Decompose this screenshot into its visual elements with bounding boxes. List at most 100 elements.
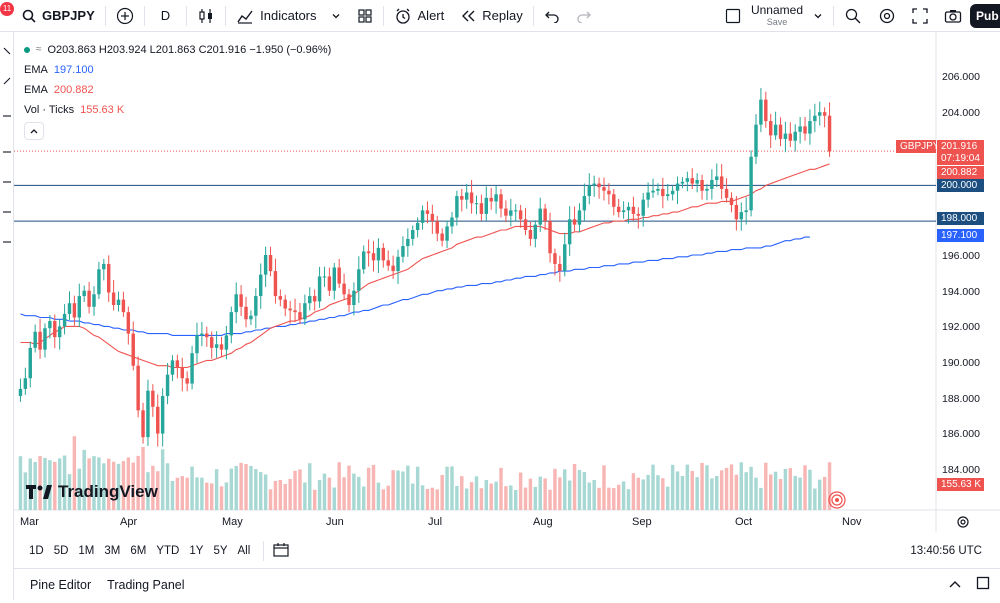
range-button-6m[interactable]: 6M bbox=[130, 545, 147, 557]
divider bbox=[382, 5, 384, 26]
time-tick-label: Jun bbox=[326, 516, 344, 528]
range-button-all[interactable]: All bbox=[237, 545, 251, 557]
candle-body bbox=[715, 176, 719, 180]
volume-bar bbox=[690, 471, 694, 510]
divider bbox=[143, 5, 145, 26]
indicators-button[interactable]: Indicators bbox=[228, 0, 348, 32]
range-button-5d[interactable]: 5D bbox=[53, 545, 69, 557]
trading-panel-tab[interactable]: Trading Panel bbox=[107, 577, 185, 592]
collapse-panel-button[interactable] bbox=[938, 578, 972, 592]
volume-bar bbox=[680, 476, 685, 510]
quick-search-button[interactable] bbox=[836, 0, 870, 32]
volume-bar bbox=[401, 471, 405, 510]
volume-bar bbox=[607, 487, 611, 510]
volume-bar bbox=[626, 489, 631, 510]
ema-slow-row[interactable]: EMA 197.100 bbox=[24, 60, 331, 80]
chevron-down-icon[interactable] bbox=[813, 11, 823, 21]
undo-button[interactable] bbox=[536, 0, 568, 32]
range-button-1m[interactable]: 1M bbox=[78, 545, 95, 557]
candle-body bbox=[587, 185, 591, 197]
replay-button[interactable]: Replay bbox=[452, 0, 530, 32]
alert-label: Alert bbox=[417, 8, 445, 23]
volume-bar bbox=[312, 489, 317, 510]
notification-badge[interactable]: 11 bbox=[0, 2, 14, 16]
indicators-label: Indicators bbox=[260, 8, 317, 23]
templates-button[interactable] bbox=[349, 0, 381, 32]
redo-button[interactable] bbox=[568, 0, 600, 32]
pine-editor-tab[interactable]: Pine Editor bbox=[30, 577, 92, 592]
ema-fast-row[interactable]: EMA 200.882 bbox=[24, 80, 331, 100]
snapshot-button[interactable] bbox=[936, 0, 970, 32]
candle-body bbox=[420, 210, 425, 223]
range-button-3m[interactable]: 3M bbox=[104, 545, 121, 557]
volume-bar bbox=[371, 464, 376, 510]
candle-body bbox=[739, 212, 743, 220]
volume-bar bbox=[528, 478, 533, 510]
volume-bar bbox=[719, 470, 724, 510]
gear-icon bbox=[957, 516, 969, 528]
candle-body bbox=[616, 206, 621, 213]
volume-bar bbox=[597, 487, 601, 510]
candle-body bbox=[381, 247, 386, 261]
symbol-search-button[interactable]: GBPJPY bbox=[14, 0, 103, 32]
volume-row[interactable]: Vol · Ticks 155.63 K bbox=[24, 100, 331, 120]
candle-body bbox=[371, 253, 376, 261]
layout-name: Unnamed bbox=[750, 2, 803, 17]
ema-slow-value: 197.100 bbox=[53, 64, 94, 76]
volume-bar bbox=[195, 477, 199, 510]
candle-body bbox=[391, 265, 395, 272]
candle-body bbox=[23, 378, 28, 389]
volume-bar bbox=[813, 488, 817, 510]
clock[interactable]: 13:40:56 UTC bbox=[910, 545, 982, 557]
save-label[interactable]: Save bbox=[766, 16, 788, 27]
candle-body bbox=[504, 208, 508, 216]
range-button-1y[interactable]: 1Y bbox=[189, 545, 204, 557]
watermark-text: TradingView bbox=[58, 482, 158, 501]
range-button-ytd[interactable]: YTD bbox=[156, 545, 180, 557]
magnifier-settings-icon bbox=[844, 7, 862, 25]
volume-bar bbox=[572, 463, 577, 510]
volume-bar bbox=[396, 470, 400, 510]
tradingview-watermark[interactable]: TradingView bbox=[26, 482, 158, 502]
volume-bar bbox=[778, 479, 783, 510]
compare-symbol-button[interactable] bbox=[108, 0, 142, 32]
goto-date-button[interactable] bbox=[272, 542, 290, 561]
candle-body bbox=[263, 255, 268, 275]
range-button-5y[interactable]: 5Y bbox=[213, 545, 228, 557]
fullscreen-button[interactable] bbox=[904, 0, 936, 32]
chart-type-button[interactable] bbox=[189, 0, 223, 32]
axis-settings-button[interactable] bbox=[956, 515, 970, 532]
candle-body bbox=[151, 390, 155, 407]
price-tick-label: 190.000 bbox=[942, 356, 980, 369]
candle-body bbox=[43, 328, 47, 350]
chevron-down-icon[interactable] bbox=[331, 11, 341, 21]
candle-body bbox=[724, 188, 729, 198]
maximize-panel-button[interactable] bbox=[972, 576, 1000, 593]
crosshair-tool-icon[interactable] bbox=[3, 47, 11, 55]
collapse-legend-button[interactable] bbox=[24, 122, 44, 140]
candle-body bbox=[808, 121, 812, 134]
live-indicator[interactable] bbox=[822, 490, 852, 513]
interval-button[interactable]: D bbox=[160, 8, 171, 23]
gear-icon bbox=[878, 7, 896, 25]
volume-bar bbox=[724, 467, 729, 510]
layout-name-button[interactable]: Unnamed Save bbox=[717, 0, 831, 32]
volume-bar bbox=[180, 476, 184, 510]
candle-body bbox=[214, 344, 219, 348]
candle-body bbox=[803, 126, 807, 134]
volume-bar bbox=[621, 481, 626, 510]
volume-bar bbox=[749, 466, 753, 510]
alert-button[interactable]: Alert bbox=[386, 0, 453, 32]
indicators-icon bbox=[236, 7, 254, 25]
trendline-tool-icon[interactable] bbox=[3, 77, 11, 85]
volume-bar bbox=[656, 475, 660, 510]
volume-bar bbox=[543, 478, 547, 510]
settings-button[interactable] bbox=[870, 0, 904, 32]
publish-button[interactable]: Pub bbox=[970, 3, 1000, 28]
candle-body bbox=[126, 312, 131, 334]
volume-bar bbox=[308, 463, 312, 510]
candle-body bbox=[778, 124, 783, 139]
candle-body bbox=[759, 99, 763, 125]
candle-body bbox=[396, 256, 400, 272]
range-button-1d[interactable]: 1D bbox=[29, 545, 44, 557]
